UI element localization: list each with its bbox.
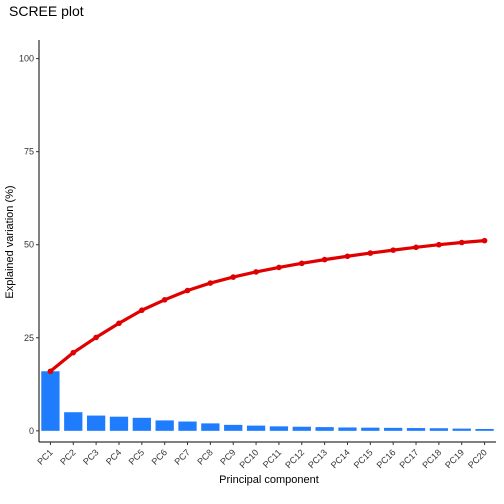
point-pc18 [436,241,442,248]
bar-pc5 [132,417,151,431]
point-pc7 [184,287,191,294]
line-layer [47,237,488,375]
bar-pc19 [452,428,471,431]
x-tick-label-pc3: PC3 [81,447,100,466]
point-pc16 [390,247,396,253]
x-tick-label-pc16: PC16 [375,447,398,470]
chart-title: SCREE plot [9,3,84,19]
point-pc13 [321,256,328,263]
point-pc8 [207,280,214,286]
point-pc14 [344,253,351,260]
bar-pc1 [41,371,60,431]
x-tick-label-pc14: PC14 [329,447,352,470]
point-pc15 [367,250,374,256]
x-tick-label-pc6: PC6 [150,447,169,466]
y-tick-label-50: 50 [24,240,34,250]
bar-pc20 [475,428,494,431]
x-tick-label-pc5: PC5 [127,447,146,466]
bar-pc15 [361,427,380,431]
bar-pc2 [64,412,83,431]
bar-pc14 [338,427,357,431]
bar-pc12 [292,426,311,431]
x-tick-label-pc15: PC15 [352,447,375,470]
bars-layer [41,371,494,431]
x-tick-label-pc19: PC19 [443,447,466,470]
bar-pc17 [406,428,426,431]
y-axis-title: Explained variation (%) [4,185,16,298]
x-axis-title: Principal component [219,474,319,486]
bar-pc11 [269,426,289,431]
point-pc9 [230,274,237,280]
point-pc4 [116,320,122,327]
point-pc1 [47,368,54,375]
point-pc20 [481,237,488,244]
point-pc12 [298,260,305,267]
x-tick-label-pc7: PC7 [172,447,191,466]
bar-pc7 [178,421,197,431]
x-tick-label-pc11: PC11 [261,447,284,470]
point-pc6 [161,297,168,303]
bar-pc8 [201,423,220,431]
bar-pc13 [315,427,334,431]
x-tick-label-pc12: PC12 [283,447,306,470]
point-pc3 [93,334,99,341]
bar-pc3 [86,415,106,431]
y-tick-label-75: 75 [24,147,34,157]
point-pc19 [458,239,465,246]
point-pc11 [276,264,282,271]
x-tick-label-pc18: PC18 [420,447,443,470]
x-tick-label-pc17: PC17 [397,447,420,470]
point-pc5 [139,307,145,314]
point-pc10 [253,269,259,275]
bar-pc6 [155,420,174,431]
x-tick-label-pc1: PC1 [35,447,54,466]
bar-pc4 [109,416,129,431]
x-tick-label-pc8: PC8 [195,447,214,466]
x-tick-label-pc10: PC10 [237,447,260,470]
point-pc17 [413,244,419,251]
cumulative-line [48,239,487,373]
bar-pc18 [429,428,449,431]
y-tick-label-0: 0 [29,426,34,436]
bar-pc9 [224,424,243,431]
x-tick-label-pc4: PC4 [104,447,123,466]
bar-pc16 [384,427,403,431]
bar-pc10 [246,425,266,431]
point-pc2 [70,349,77,356]
x-tick-label-pc2: PC2 [58,447,77,466]
x-tick-label-pc9: PC9 [218,447,237,466]
y-tick-label-100: 100 [19,54,34,64]
x-tick-label-pc20: PC20 [466,447,489,470]
x-tick-label-pc13: PC13 [306,447,329,470]
y-tick-label-25: 25 [24,333,34,343]
